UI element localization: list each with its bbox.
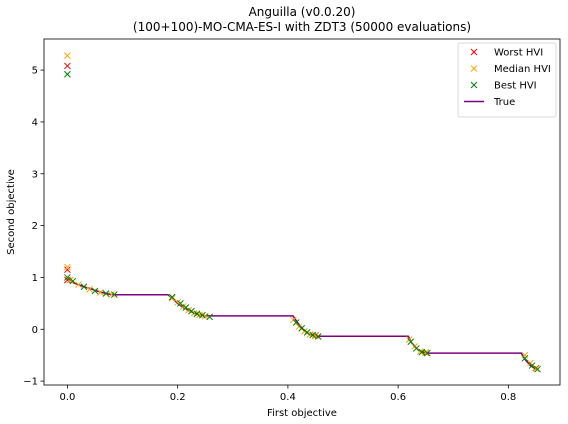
series-line-true: [66, 276, 538, 371]
point-median-hvi: [75, 281, 82, 289]
point-worst-hvi: [64, 266, 71, 274]
point-best-hvi: [521, 354, 529, 362]
x-tick-label: 0.6: [390, 392, 406, 403]
point-median-hvi: [97, 289, 104, 296]
legend-swatch: [470, 48, 478, 56]
point-best-hvi: [177, 300, 184, 307]
point-best-hvi: [64, 70, 71, 78]
x-axis-label: First objective: [267, 408, 337, 419]
legend-item-true: True: [464, 97, 515, 108]
point-worst-hvi: [64, 276, 71, 284]
x-tick-label: 0.8: [500, 392, 516, 403]
legend-label: Worst HVI: [494, 48, 543, 59]
point-best-hvi: [292, 319, 300, 326]
point-best-hvi: [193, 310, 201, 318]
y-axis-label: Second objective: [6, 169, 17, 255]
point-best-hvi: [64, 274, 71, 281]
point-best-hvi: [69, 277, 77, 285]
legend-swatch: [470, 81, 478, 89]
point-worst-hvi: [64, 62, 71, 70]
chart-title-line1: Anguilla (v0.0.20): [249, 5, 356, 19]
plot-frame: [43, 38, 561, 386]
point-best-hvi: [91, 287, 99, 295]
point-best-hvi: [534, 365, 541, 373]
legend-item-median-hvi: Median HVI: [470, 64, 551, 75]
point-median-hvi: [64, 263, 71, 271]
point-median-hvi: [521, 351, 529, 359]
y-tick-label: 1: [32, 273, 38, 284]
point-best-hvi: [188, 307, 195, 315]
y-tick-label: 3: [32, 169, 38, 180]
point-best-hvi: [199, 311, 206, 319]
point-best-hvi: [168, 293, 176, 301]
legend-item-best-hvi: Best HVI: [470, 81, 537, 92]
y-tick-label: 5: [32, 66, 38, 77]
point-best-hvi: [206, 313, 213, 321]
point-best-hvi: [412, 345, 420, 352]
point-best-hvi: [298, 324, 306, 332]
point-median-hvi: [168, 294, 176, 302]
point-median-hvi: [532, 365, 540, 373]
legend-label: Median HVI: [494, 64, 551, 75]
plot-area: [64, 52, 541, 373]
legend-item-worst-hvi: Worst HVI: [470, 48, 543, 59]
point-best-hvi: [418, 348, 426, 356]
legend-label: True: [493, 97, 515, 108]
point-best-hvi: [528, 362, 536, 369]
legend: Worst HVI Median HVI Best HVI True: [457, 42, 557, 118]
legend-label: Best HVI: [494, 81, 537, 92]
point-median-hvi: [416, 348, 424, 355]
x-tick-label: 0.2: [170, 392, 186, 403]
axis-ticks: 0.0 0.2 0.4 0.6 0.8 −1 0 1 2 3 4 5: [23, 66, 516, 403]
chart-title-line2: (100+100)-MO-CMA-ES-I with ZDT3 (50000 e…: [133, 20, 471, 34]
point-best-hvi: [423, 349, 431, 357]
y-tick-label: −1: [23, 377, 38, 388]
point-best-hvi: [80, 283, 88, 291]
x-tick-label: 0.0: [59, 392, 75, 403]
y-tick-label: 4: [32, 117, 38, 128]
point-best-hvi: [102, 290, 110, 297]
legend-box: [457, 42, 557, 118]
legend-swatch: [470, 65, 478, 72]
point-median-hvi: [108, 291, 115, 298]
point-best-hvi: [309, 331, 317, 339]
y-tick-label: 2: [32, 221, 38, 232]
point-best-hvi: [303, 329, 311, 336]
point-median-hvi: [64, 52, 71, 59]
point-best-hvi: [110, 291, 118, 298]
point-best-hvi: [182, 304, 190, 311]
x-tick-label: 0.4: [280, 392, 296, 403]
point-best-hvi: [407, 338, 415, 346]
y-tick-label: 0: [32, 325, 38, 336]
point-median-hvi: [86, 286, 93, 293]
point-best-hvi: [314, 333, 322, 340]
